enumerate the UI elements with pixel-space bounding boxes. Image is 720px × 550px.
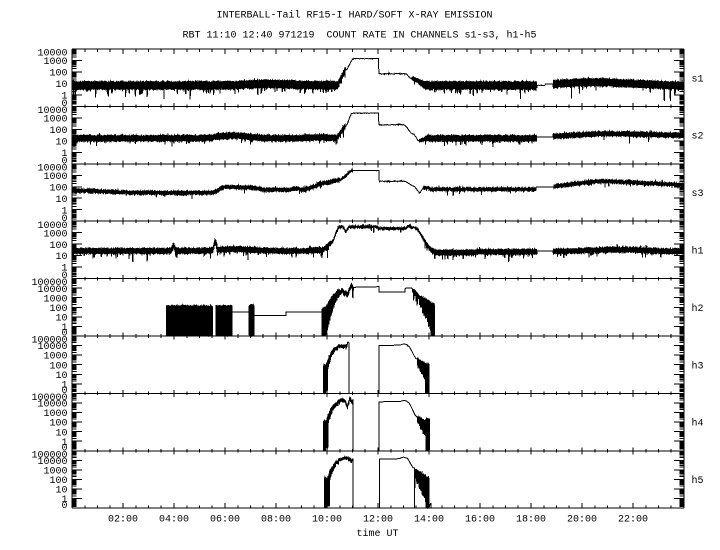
svg-text:1: 1 xyxy=(61,149,67,160)
svg-text:1000: 1000 xyxy=(43,172,67,183)
svg-text:100: 100 xyxy=(49,69,67,80)
svg-text:h2: h2 xyxy=(692,303,704,315)
svg-text:10000: 10000 xyxy=(37,400,67,411)
svg-text:INTERBALL-Tail RF15-I HARD/SOF: INTERBALL-Tail RF15-I HARD/SOFT X-RAY EM… xyxy=(216,10,492,22)
svg-text:time UT: time UT xyxy=(356,528,398,540)
svg-text:10: 10 xyxy=(55,314,67,325)
svg-text:h4: h4 xyxy=(692,418,704,430)
svg-text:0: 0 xyxy=(61,443,67,454)
svg-text:04:00: 04:00 xyxy=(159,515,189,526)
svg-text:s3: s3 xyxy=(692,189,704,200)
svg-text:1: 1 xyxy=(61,206,67,217)
svg-text:1: 1 xyxy=(61,495,67,506)
svg-text:0: 0 xyxy=(61,386,67,397)
svg-text:1: 1 xyxy=(61,323,67,334)
svg-text:1000: 1000 xyxy=(43,467,67,478)
svg-text:1000: 1000 xyxy=(43,115,67,126)
svg-text:1: 1 xyxy=(61,380,67,391)
svg-text:12:00: 12:00 xyxy=(363,515,393,526)
svg-text:s2: s2 xyxy=(692,132,704,143)
svg-text:18:00: 18:00 xyxy=(516,515,546,526)
svg-text:1000: 1000 xyxy=(43,57,67,68)
svg-text:20:00: 20:00 xyxy=(567,515,597,526)
svg-text:10000: 10000 xyxy=(37,285,67,296)
svg-text:0: 0 xyxy=(61,501,67,512)
svg-text:10000: 10000 xyxy=(37,342,67,353)
svg-text:0: 0 xyxy=(61,214,67,225)
svg-text:h5: h5 xyxy=(692,475,704,487)
svg-text:100: 100 xyxy=(49,304,67,315)
svg-text:1000: 1000 xyxy=(43,229,67,240)
svg-text:10: 10 xyxy=(55,80,67,91)
svg-text:1: 1 xyxy=(61,264,67,275)
svg-text:22:00: 22:00 xyxy=(618,515,648,526)
svg-text:10000: 10000 xyxy=(37,49,67,60)
svg-text:08:00: 08:00 xyxy=(261,515,291,526)
svg-text:100: 100 xyxy=(49,419,67,430)
svg-text:1: 1 xyxy=(61,92,67,103)
svg-text:1000: 1000 xyxy=(43,409,67,420)
svg-text:10000: 10000 xyxy=(37,457,67,468)
svg-text:0: 0 xyxy=(61,271,67,282)
svg-text:10000: 10000 xyxy=(37,163,67,174)
svg-text:02:00: 02:00 xyxy=(108,515,138,526)
svg-text:1000: 1000 xyxy=(43,294,67,305)
svg-text:10: 10 xyxy=(55,371,67,382)
svg-text:10000: 10000 xyxy=(37,221,67,232)
svg-text:RBT 11:10 12:40 971219 COUNT: RBT 11:10 12:40 971219 COUNT RATE IN CHA… xyxy=(182,30,536,42)
svg-text:100000: 100000 xyxy=(31,450,67,461)
svg-text:06:00: 06:00 xyxy=(210,515,240,526)
svg-text:100: 100 xyxy=(49,476,67,487)
svg-text:10: 10 xyxy=(55,252,67,263)
svg-text:0: 0 xyxy=(61,329,67,340)
svg-text:16:00: 16:00 xyxy=(465,515,495,526)
svg-text:s1: s1 xyxy=(692,74,704,85)
svg-text:1000: 1000 xyxy=(43,352,67,363)
svg-text:100: 100 xyxy=(49,241,67,252)
svg-text:100000: 100000 xyxy=(31,393,67,404)
svg-text:100: 100 xyxy=(49,183,67,194)
svg-text:10: 10 xyxy=(55,486,67,497)
svg-text:14:00: 14:00 xyxy=(414,515,444,526)
svg-text:10: 10 xyxy=(55,428,67,439)
svg-text:100: 100 xyxy=(49,126,67,137)
svg-text:h3: h3 xyxy=(692,360,704,372)
svg-text:100000: 100000 xyxy=(31,278,67,289)
svg-text:100: 100 xyxy=(49,361,67,372)
svg-text:10:00: 10:00 xyxy=(312,515,342,526)
svg-text:10: 10 xyxy=(55,195,67,206)
svg-text:100000: 100000 xyxy=(31,336,67,347)
svg-text:0: 0 xyxy=(61,156,67,167)
svg-text:0: 0 xyxy=(61,99,67,110)
svg-text:h1: h1 xyxy=(692,246,704,258)
svg-text:10: 10 xyxy=(55,137,67,148)
svg-text:1: 1 xyxy=(61,438,67,449)
svg-text:10000: 10000 xyxy=(37,106,67,117)
